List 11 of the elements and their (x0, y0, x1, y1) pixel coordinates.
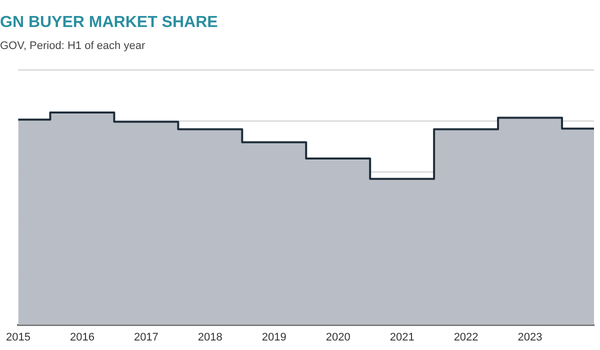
x-tick-label: 2022 (454, 331, 478, 344)
x-tick-label: 2023 (518, 331, 542, 344)
x-tick-label: 2015 (6, 331, 30, 344)
chart-subtitle: GOV, Period: H1 of each year (0, 40, 146, 52)
x-tick-label: 2016 (70, 331, 94, 344)
x-tick-label: 2020 (326, 331, 350, 344)
chart-title: GN BUYER MARKET SHARE (0, 14, 218, 32)
x-tick-label: 2017 (134, 331, 158, 344)
x-tick-label: 2019 (262, 331, 286, 344)
x-tick-label: 2018 (198, 331, 222, 344)
x-tick-label: 2021 (390, 331, 414, 344)
